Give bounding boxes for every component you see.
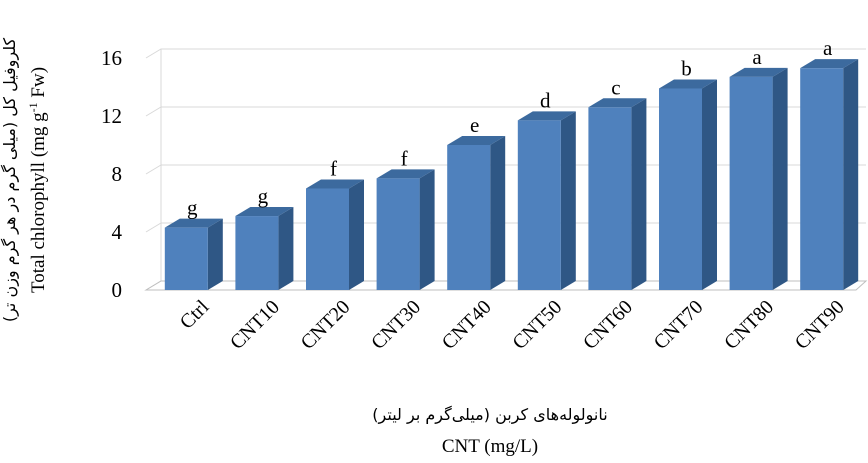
bar-letter-label: g — [187, 196, 198, 220]
bar-front — [306, 188, 349, 290]
x-category-label: CNT80 — [720, 296, 778, 354]
bar-top — [164, 218, 223, 228]
bar-front — [729, 76, 773, 290]
bar-top — [235, 207, 294, 217]
bar — [517, 111, 576, 290]
bar-side — [349, 179, 364, 290]
y-axis-title-persian: کلروفیل کل (میلی گرم در هر گرم وزن تر) — [0, 37, 20, 322]
bar-side — [207, 218, 223, 290]
bar-front — [235, 216, 279, 290]
bar — [588, 98, 647, 290]
bar-side — [702, 79, 717, 290]
bar-side — [419, 169, 435, 290]
x-category-label: Ctrl — [176, 296, 214, 334]
bar-front — [376, 178, 420, 290]
bar-top — [800, 59, 859, 69]
bar-letter-label: f — [401, 146, 408, 170]
bar-top — [659, 79, 717, 89]
bar-top — [447, 136, 506, 145]
bar — [376, 169, 435, 290]
bar-front — [800, 68, 844, 291]
x-category-labels: Ctrl CNT10 CNT20 CNT30 CNT40 CNT50 CNT60 CNT70 C… — [176, 296, 849, 354]
bar-side — [490, 136, 506, 290]
bar — [306, 179, 364, 290]
x-category-label: CNT90 — [791, 296, 849, 354]
bar — [659, 79, 717, 290]
bar-front — [447, 145, 491, 290]
bar-front — [517, 120, 561, 290]
bar-side — [843, 59, 859, 291]
bar — [164, 218, 223, 290]
bar-side — [560, 111, 576, 290]
x-category-label: CNT50 — [508, 296, 566, 354]
bar-letter-label: b — [681, 56, 692, 80]
x-axis-title: CNT (mg/L) — [442, 436, 538, 457]
y-tick-label: 12 — [101, 104, 122, 128]
x-axis-title-persian: نانولوله‌های کربن (میلی‌گرم بر لیتر) — [372, 405, 607, 425]
bar-top — [517, 111, 576, 121]
x-category-label: CNT70 — [650, 296, 708, 354]
bar-letter-label: c — [611, 75, 620, 99]
bar-letter-label: g — [258, 184, 269, 208]
bar — [729, 67, 788, 290]
bar-letter-label: f — [330, 157, 337, 181]
bar-front — [659, 88, 702, 290]
bar-top — [588, 98, 647, 108]
y-tick-labels: 0 4 8 12 16 — [101, 46, 123, 302]
bar-side — [772, 67, 788, 290]
x-category-label: CNT30 — [367, 296, 425, 354]
bar-top — [306, 179, 364, 189]
bar-front — [588, 107, 632, 290]
bar-front — [164, 227, 208, 290]
y-tick-label: 4 — [112, 220, 123, 244]
x-category-label: CNT40 — [438, 296, 496, 354]
bar-letter-labels: g g f f e d c b a a — [187, 36, 833, 220]
bar — [800, 59, 859, 291]
bar-letter-label: a — [752, 45, 762, 69]
x-category-label: CNT20 — [297, 296, 355, 354]
y-tick-label: 8 — [112, 162, 123, 186]
bar-letter-label: a — [823, 36, 833, 60]
x-category-label: CNT60 — [579, 296, 637, 354]
y-tick-label: 0 — [112, 278, 123, 302]
y-axis-title: Total chlorophyll (mg g-1 Fw) — [26, 67, 49, 293]
bars — [164, 59, 859, 291]
bar-side — [631, 98, 647, 290]
x-category-label: CNT10 — [226, 296, 284, 354]
y-tick-label: 16 — [101, 46, 122, 70]
bar-letter-label: d — [540, 88, 551, 112]
bar-letter-label: e — [470, 113, 479, 137]
bar-side — [278, 207, 294, 290]
bar — [447, 136, 506, 290]
bar-top — [729, 67, 788, 77]
bar — [235, 207, 294, 290]
bar-top — [376, 169, 435, 179]
